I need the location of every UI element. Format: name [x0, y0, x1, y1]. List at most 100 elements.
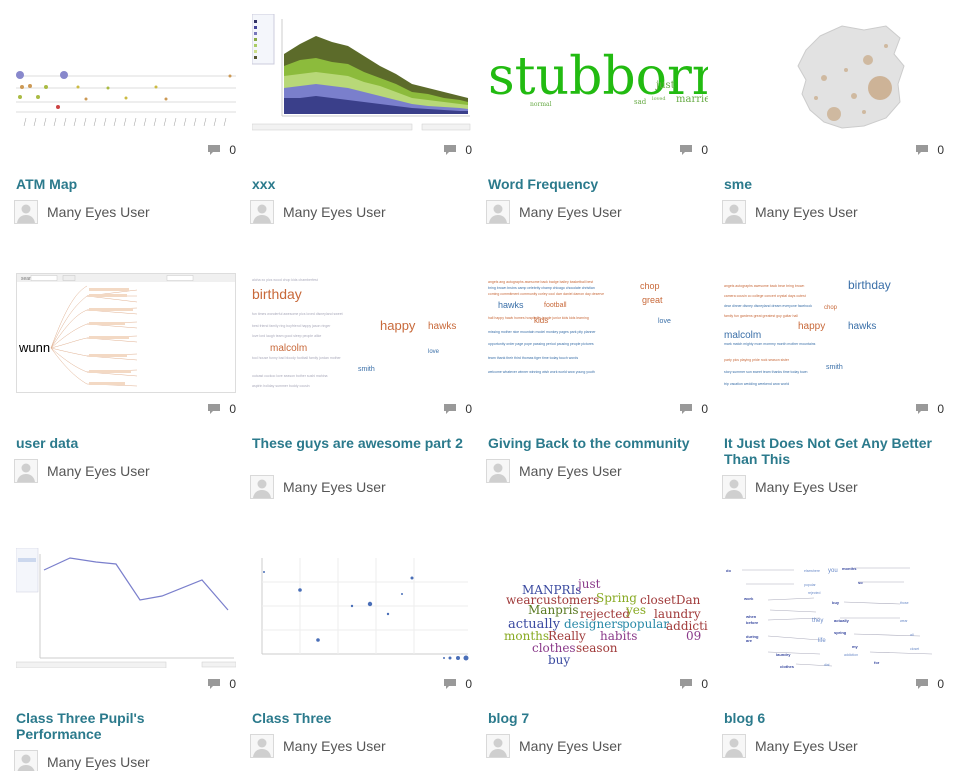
thumb-word: kids [534, 316, 548, 325]
user-avatar-icon [722, 200, 746, 224]
comment-count[interactable]: 0 [443, 143, 472, 157]
thumb-word: married [676, 94, 708, 105]
thumb-word: birthday [252, 286, 302, 302]
thumb-word: malcolm [270, 343, 307, 354]
thumb-word: Spring [596, 591, 637, 605]
comment-count[interactable]: 0 [915, 402, 944, 416]
comment-count[interactable]: 0 [207, 143, 236, 157]
comment-count-value: 0 [229, 402, 236, 416]
svg-text:tool house funny bad bloody fo: tool house funny bad bloody football fam… [252, 356, 342, 360]
card-title[interactable]: Class Three [252, 710, 332, 726]
thumb-word: popular [622, 617, 669, 631]
thumb-word: smith [358, 366, 375, 373]
svg-text:camera cousin co college conce: camera cousin co college concert crystal… [724, 294, 806, 298]
thumbnail[interactable]: aloha xo pics wood chop kids chamberfest… [252, 273, 472, 393]
thumb-word: love [658, 318, 671, 325]
svg-text:elsewhere: elsewhere [804, 569, 820, 573]
svg-text:mark match mighty mom mommy mo: mark match mighty mom mommy month mother… [724, 342, 816, 346]
thumb-word: hawks [848, 321, 876, 332]
thumbnail[interactable] [252, 548, 472, 668]
user-avatar-icon [722, 475, 746, 499]
thumbnail[interactable] [724, 14, 944, 134]
card-user[interactable]: Many Eyes User [486, 200, 622, 224]
thumbnail[interactable]: search wunn [16, 273, 236, 393]
svg-text:hall happy hawk homes hospital: hall happy hawk homes hospitality jungle… [488, 316, 589, 320]
thumbnail[interactable] [16, 14, 236, 134]
user-name: Many Eyes User [283, 204, 386, 220]
card-title[interactable]: Class Three Pupil's Performance [16, 710, 145, 742]
card-title[interactable]: ATM Map [16, 176, 78, 192]
svg-text:so: so [858, 580, 863, 585]
thumbnail[interactable]: MANPRIs just wearcustomers Spring closet… [488, 548, 708, 668]
comment-count[interactable]: 0 [207, 677, 236, 691]
svg-text:outcast cuckoo love season bot: outcast cuckoo love season bother sushi … [252, 374, 328, 378]
thumb-word: smith [826, 364, 843, 371]
thumb-word: clothes [532, 641, 576, 655]
comment-count[interactable]: 0 [915, 677, 944, 691]
card-title[interactable]: It Just Does Not Get Any Better Than Thi… [724, 435, 932, 467]
thumb-word: laundry [776, 652, 791, 657]
comment-count[interactable]: 0 [679, 143, 708, 157]
card-user[interactable]: Many Eyes User [250, 200, 386, 224]
card-title[interactable]: xxx [252, 176, 276, 192]
tag-cloud-thumbnail: aloha xo pics wood chop kids chamberfest… [252, 278, 456, 388]
svg-text:those: those [900, 601, 909, 605]
card-user[interactable]: Many Eyes User [722, 475, 858, 499]
comment-count[interactable]: 0 [915, 143, 944, 157]
thumbnail[interactable] [252, 14, 472, 134]
card-user[interactable]: Many Eyes User [14, 200, 150, 224]
thumb-word: search [21, 276, 36, 282]
comment-count[interactable]: 0 [443, 402, 472, 416]
svg-text:angels autographs awesome back: angels autographs awesome back bear brin… [724, 284, 804, 288]
word-tree-thumbnail: stubborn just normal sad married loved [488, 47, 708, 108]
comment-count[interactable]: 0 [679, 677, 708, 691]
thumbnail[interactable]: angels ang autographs awesome back badge… [488, 273, 708, 393]
comment-bubble-icon [679, 678, 693, 690]
comment-count[interactable]: 0 [443, 677, 472, 691]
thumb-word: MANPRIs [522, 583, 581, 597]
thumbnail[interactable]: stubborn just normal sad married loved [488, 14, 708, 134]
card-user[interactable]: Many Eyes User [250, 734, 386, 758]
comment-count[interactable]: 0 [679, 402, 708, 416]
thumbnail[interactable]: angels autographs awesome back bear brin… [724, 273, 944, 393]
thumb-word: happy [380, 318, 416, 333]
comment-count-value: 0 [465, 143, 472, 157]
thumb-word: months [504, 629, 549, 643]
thumb-word: sad [634, 98, 647, 106]
thumbnail[interactable]: do you months so work buy when before during a… [724, 548, 944, 668]
svg-text:closet: closet [910, 647, 919, 651]
card-title[interactable]: Giving Back to the community [488, 435, 690, 451]
card-user[interactable]: Many Eyes User [722, 200, 858, 224]
comment-count-value: 0 [465, 677, 472, 691]
thumb-word: birthday [848, 278, 891, 292]
card-title[interactable]: user data [16, 435, 79, 451]
card-title[interactable]: blog 7 [488, 710, 530, 726]
thumb-word: my [852, 644, 859, 649]
card-title[interactable]: These guys are awesome part 2 [252, 435, 463, 451]
thumb-word: Really [548, 629, 586, 643]
thumb-word: months [842, 566, 857, 571]
thumb-word: wearcustomers [506, 593, 599, 607]
card-user[interactable]: Many Eyes User [722, 734, 858, 758]
user-name: Many Eyes User [755, 738, 858, 754]
thumb-word: habits [600, 629, 637, 643]
card-user[interactable]: Many Eyes User [14, 750, 150, 771]
line-chart-thumbnail [16, 548, 236, 668]
card-title[interactable]: blog 6 [724, 710, 766, 726]
card-user[interactable]: Many Eyes User [486, 459, 622, 483]
scatter-plot-thumbnail [261, 558, 469, 661]
svg-text:popular: popular [804, 583, 817, 587]
thumbnail[interactable] [16, 548, 236, 668]
comment-bubble-icon [915, 144, 929, 156]
card-user[interactable]: Many Eyes User [14, 459, 150, 483]
comment-count[interactable]: 0 [207, 402, 236, 416]
card-user[interactable]: Many Eyes User [250, 475, 386, 499]
user-name: Many Eyes User [47, 463, 150, 479]
card-user[interactable]: Many Eyes User [486, 734, 622, 758]
thumb-word: work [743, 596, 754, 601]
card-title[interactable]: Word Frequency [488, 176, 599, 192]
card-title[interactable]: sme [724, 176, 753, 192]
thumb-word: buy [832, 600, 840, 605]
comment-bubble-icon [443, 403, 457, 415]
